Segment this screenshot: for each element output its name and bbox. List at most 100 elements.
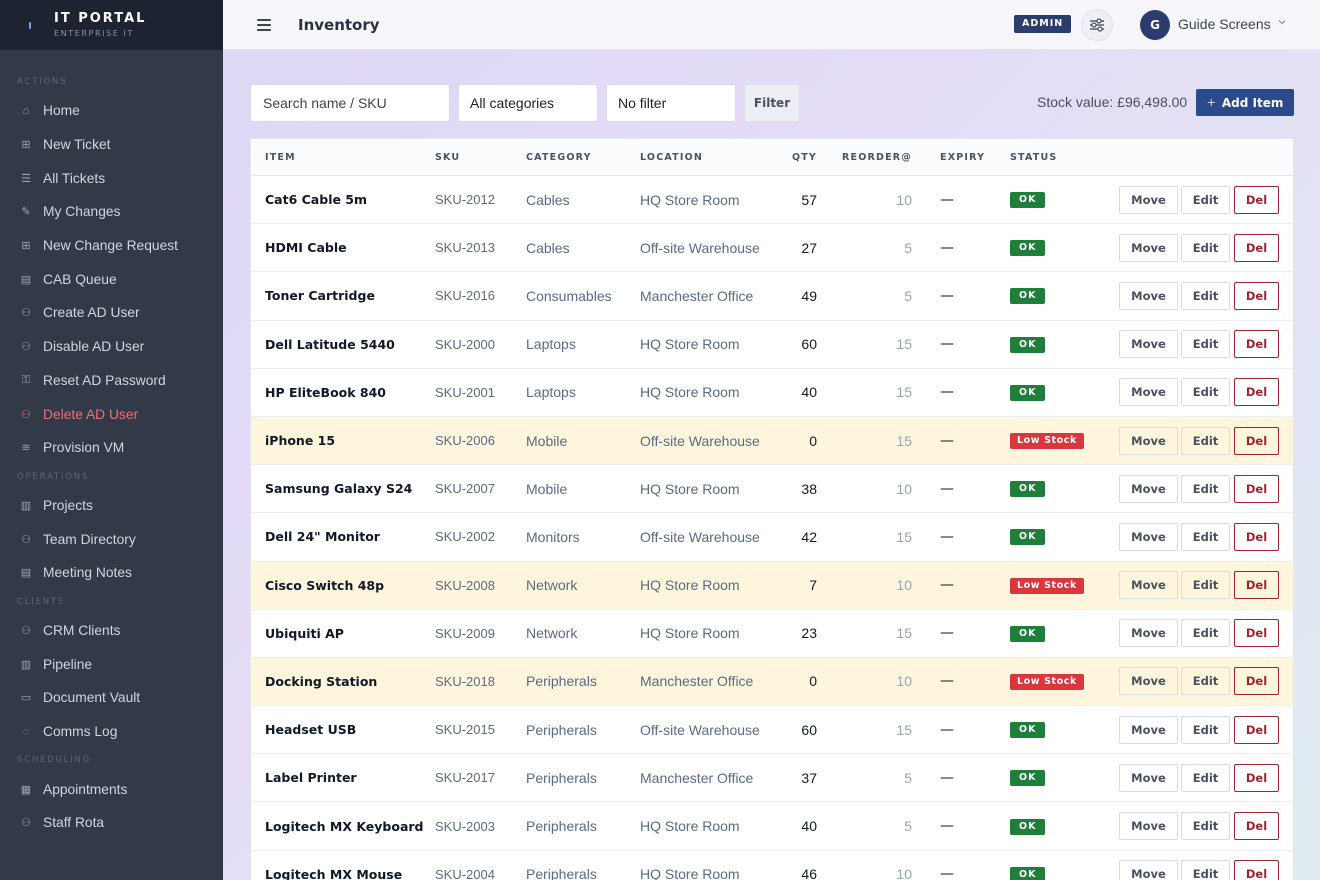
delete-button[interactable]: Del	[1234, 763, 1279, 792]
delete-button[interactable]: Del	[1234, 860, 1279, 880]
edit-button[interactable]: Edit	[1181, 860, 1230, 880]
delete-button[interactable]: Del	[1234, 522, 1279, 551]
edit-button[interactable]: Edit	[1181, 281, 1230, 310]
move-button[interactable]: Move	[1119, 715, 1178, 744]
chevron-down-icon[interactable]	[1278, 18, 1286, 26]
sidebar-item-my-changes[interactable]: ✎ My Changes	[0, 195, 223, 229]
menu-toggle-icon[interactable]	[257, 18, 271, 31]
sidebar-item-all-tickets[interactable]: ☰ All Tickets	[0, 161, 223, 195]
kanban-icon: ▥	[20, 658, 32, 671]
table-row: Dell 24" Monitor SKU-2002 Monitors Off-site…	[251, 513, 1293, 562]
col-location[interactable]: LOCATION	[640, 151, 704, 163]
sidebar-item-meeting-notes[interactable]: ▤ Meeting Notes	[0, 556, 223, 590]
move-button[interactable]: Move	[1119, 667, 1178, 696]
edit-button[interactable]: Edit	[1181, 233, 1230, 262]
brand[interactable]: IT PORTAL ENTERPRISE IT	[0, 0, 223, 50]
move-button[interactable]: Move	[1119, 281, 1178, 310]
delete-button[interactable]: Del	[1234, 330, 1279, 359]
sidebar-item-pipeline[interactable]: ▥ Pipeline	[0, 647, 223, 681]
move-button[interactable]: Move	[1119, 619, 1178, 648]
sidebar-item-reset-ad-password[interactable]: ⚿ Reset AD Password	[0, 364, 223, 398]
edit-button[interactable]: Edit	[1181, 522, 1230, 551]
sidebar-item-projects[interactable]: ▥ Projects	[0, 489, 223, 523]
item-name: Dell Latitude 5440	[265, 336, 395, 352]
sidebar-item-create-ad-user[interactable]: ⚇ Create AD User	[0, 296, 223, 330]
sidebar-item-label: My Changes	[43, 204, 121, 220]
move-button[interactable]: Move	[1119, 378, 1178, 407]
search-input[interactable]	[250, 84, 450, 122]
user-lock-icon: ⚇	[21, 341, 31, 354]
col-category[interactable]: CATEGORY	[526, 151, 592, 163]
move-button[interactable]: Move	[1119, 812, 1178, 841]
delete-button[interactable]: Del	[1234, 619, 1279, 648]
category-select[interactable]: All categories	[458, 84, 598, 122]
status-cell: OK	[1010, 239, 1046, 257]
edit-button[interactable]: Edit	[1181, 812, 1230, 841]
sidebar-item-document-vault[interactable]: ▭ Document Vault	[0, 681, 223, 715]
col-status[interactable]: STATUS	[1010, 151, 1058, 163]
avatar[interactable]: G	[1140, 10, 1170, 40]
move-button[interactable]: Move	[1119, 233, 1178, 262]
col-sku[interactable]: SKU	[435, 151, 461, 163]
item-name: Docking Station	[265, 673, 378, 689]
edit-button[interactable]: Edit	[1181, 426, 1230, 455]
delete-button[interactable]: Del	[1234, 571, 1279, 600]
move-button[interactable]: Move	[1119, 860, 1178, 880]
delete-button[interactable]: Del	[1234, 474, 1279, 503]
sidebar-item-crm-clients[interactable]: ⚇ CRM Clients	[0, 614, 223, 648]
sidebar-item-label: New Change Request	[43, 238, 178, 254]
edit-button[interactable]: Edit	[1181, 378, 1230, 407]
edit-button[interactable]: Edit	[1181, 667, 1230, 696]
move-button[interactable]: Move	[1119, 522, 1178, 551]
edit-button[interactable]: Edit	[1181, 474, 1230, 503]
delete-button[interactable]: Del	[1234, 378, 1279, 407]
item-qty: 57	[801, 191, 817, 208]
move-button[interactable]: Move	[1119, 474, 1178, 503]
col-expiry[interactable]: EXPIRY	[940, 151, 986, 163]
edit-button[interactable]: Edit	[1181, 185, 1230, 214]
edit-button[interactable]: Edit	[1181, 763, 1230, 792]
delete-button[interactable]: Del	[1234, 185, 1279, 214]
col-reorder[interactable]: REORDER@	[842, 151, 912, 163]
filter-button[interactable]: Filter	[744, 84, 800, 122]
edit-button[interactable]: Edit	[1181, 619, 1230, 648]
settings-button[interactable]	[1081, 9, 1113, 41]
delete-button[interactable]: Del	[1234, 426, 1279, 455]
item-location: HQ Store Room	[640, 625, 740, 642]
sidebar-item-label: CAB Queue	[43, 271, 117, 287]
sidebar-item-provision-vm[interactable]: ≋ Provision VM	[0, 431, 223, 465]
col-qty[interactable]: QTY	[791, 151, 817, 163]
edit-icon: ✎	[21, 206, 31, 219]
status-badge: OK	[1010, 192, 1046, 209]
delete-button[interactable]: Del	[1234, 281, 1279, 310]
item-name: HP EliteBook 840	[265, 384, 386, 400]
item-qty: 38	[801, 480, 817, 497]
sidebar-item-new-ticket[interactable]: ⊞ New Ticket	[0, 128, 223, 162]
sidebar-item-team-directory[interactable]: ⚇ Team Directory	[0, 522, 223, 556]
sidebar-item-comms-log[interactable]: ◌ Comms Log	[0, 715, 223, 749]
sidebar-item-disable-ad-user[interactable]: ⚇ Disable AD User	[0, 330, 223, 364]
sidebar-item-new-change-request[interactable]: ⊞ New Change Request	[0, 229, 223, 263]
delete-button[interactable]: Del	[1234, 667, 1279, 696]
edit-button[interactable]: Edit	[1181, 715, 1230, 744]
col-item[interactable]: ITEM	[265, 151, 296, 163]
sidebar-item-staff-rota[interactable]: ⚇ Staff Rota	[0, 806, 223, 840]
move-button[interactable]: Move	[1119, 571, 1178, 600]
sidebar-item-label: Disable AD User	[43, 339, 145, 355]
move-button[interactable]: Move	[1119, 185, 1178, 214]
edit-button[interactable]: Edit	[1181, 330, 1230, 359]
move-button[interactable]: Move	[1119, 763, 1178, 792]
sidebar-item-cab-queue[interactable]: ▤ CAB Queue	[0, 262, 223, 296]
user-name[interactable]: Guide Screens	[1178, 16, 1271, 32]
sidebar-item-delete-ad-user[interactable]: ⚇ Delete AD User	[0, 397, 223, 431]
move-button[interactable]: Move	[1119, 426, 1178, 455]
move-button[interactable]: Move	[1119, 330, 1178, 359]
status-filter-select[interactable]: No filter	[606, 84, 736, 122]
delete-button[interactable]: Del	[1234, 715, 1279, 744]
add-item-button[interactable]: + Add Item	[1196, 89, 1294, 116]
sidebar-item-appointments[interactable]: ▦ Appointments	[0, 772, 223, 806]
sidebar-item-home[interactable]: ⌂ Home	[0, 94, 223, 128]
delete-button[interactable]: Del	[1234, 812, 1279, 841]
delete-button[interactable]: Del	[1234, 233, 1279, 262]
edit-button[interactable]: Edit	[1181, 571, 1230, 600]
